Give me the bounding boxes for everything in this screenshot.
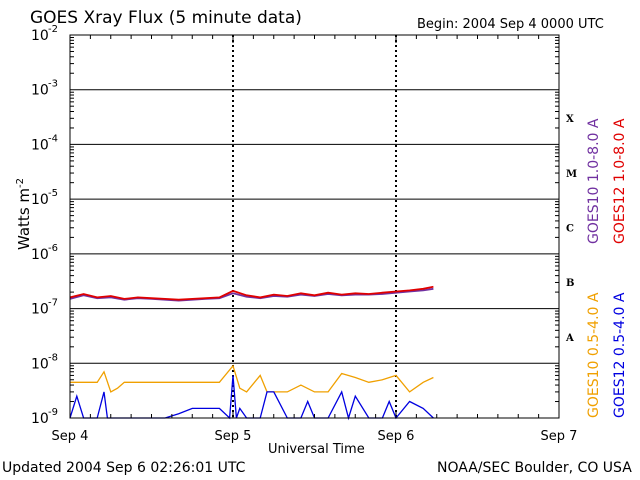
series-line	[70, 364, 434, 393]
y-tick-label: 10 -2	[31, 24, 58, 44]
legend-entry: GOES12 1.0-8.0 A	[612, 118, 628, 244]
y-axis-label-text: Watts m	[15, 187, 34, 251]
svg-text:-3: -3	[48, 79, 58, 90]
y-tick-label: 10 -5	[31, 188, 58, 208]
y-tick-label: 10 -6	[31, 243, 58, 263]
svg-text:10: 10	[31, 28, 49, 44]
legend-entry: GOES12 0.5-4.0 A	[612, 292, 628, 418]
svg-text:-7: -7	[48, 298, 58, 309]
flare-class-label: M	[566, 169, 577, 180]
x-tick-label: Sep 5	[215, 429, 252, 444]
svg-text:10: 10	[31, 83, 49, 99]
flare-class-label: B	[566, 278, 574, 289]
svg-text:-9: -9	[48, 407, 58, 418]
y-tick-label: 10 -4	[31, 133, 58, 153]
plot-frame	[69, 34, 560, 419]
chart-title: GOES Xray Flux (5 minute data)	[30, 8, 302, 28]
y-axis: 10-910-810-710-610-510-410-310-2	[31, 24, 559, 427]
svg-text:-2: -2	[48, 24, 58, 35]
legend-entry: GOES10 1.0-8.0 A	[586, 118, 602, 244]
y-tick-label: 10 -7	[31, 298, 58, 318]
svg-text:10: 10	[31, 356, 49, 372]
flare-class-label: A	[565, 333, 574, 344]
x-axis: Sep 4 Sep 5 Sep 6 Sep 7	[52, 35, 578, 444]
svg-text:10: 10	[31, 411, 49, 427]
x-tick-label: Sep 4	[52, 429, 89, 444]
y-axis-label-exponent: -2	[15, 177, 27, 188]
series-group	[69, 285, 434, 421]
svg-text:10: 10	[31, 247, 49, 263]
y-tick-label: 10 -9	[31, 407, 58, 427]
x-axis-label: Universal Time	[268, 442, 365, 457]
svg-text:10: 10	[31, 137, 49, 153]
svg-text:-5: -5	[48, 188, 58, 199]
credit-label: NOAA/SEC Boulder, CO USA	[437, 460, 632, 476]
y-tick-label: 10 -3	[31, 79, 58, 99]
legend: GOES10 1.0-8.0 A GOES12 1.0-8.0 A GOES10 0…	[586, 118, 628, 418]
flare-class-label: C	[566, 224, 574, 235]
svg-text:10: 10	[31, 192, 49, 208]
svg-text:-4: -4	[48, 133, 58, 144]
y-axis-label: Watts m-2	[15, 177, 34, 251]
flare-class-labels: A B C M X	[565, 114, 577, 344]
legend-entry: GOES10 0.5-4.0 A	[586, 292, 602, 418]
x-tick-label: Sep 6	[378, 429, 415, 444]
x-tick-label: Sep 7	[541, 429, 578, 444]
y-tick-label: 10 -8	[31, 352, 58, 372]
grid	[70, 35, 559, 418]
flare-class-label: X	[566, 114, 574, 125]
series-line	[69, 285, 434, 301]
svg-text:-8: -8	[48, 352, 58, 363]
svg-text:10: 10	[31, 302, 49, 318]
updated-label: Updated 2004 Sep 6 02:26:01 UTC	[2, 460, 246, 476]
svg-text:-6: -6	[48, 243, 58, 254]
begin-label: Begin: 2004 Sep 4 0000 UTC	[417, 17, 604, 32]
